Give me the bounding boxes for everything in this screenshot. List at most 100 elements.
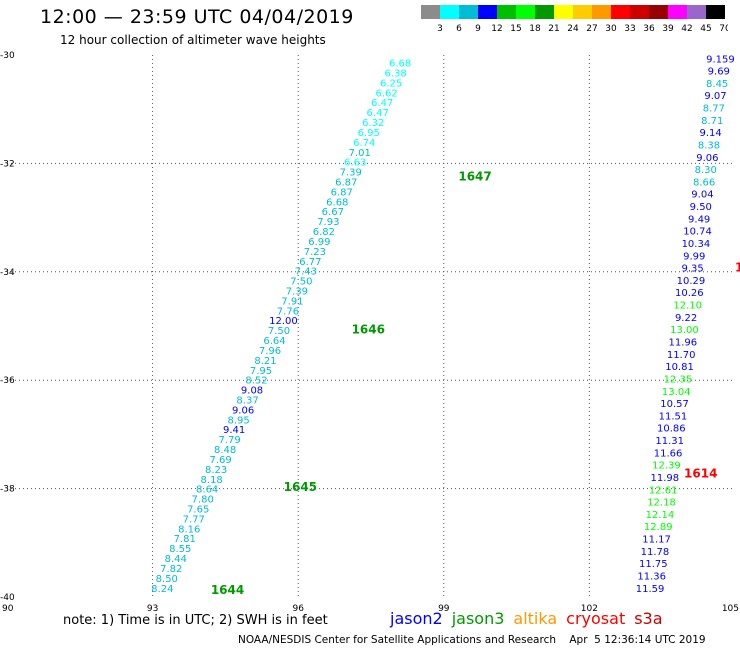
wave-height-value: 10.74 <box>683 227 712 238</box>
wave-height-value: 7.95 <box>250 366 272 377</box>
legend-swatch <box>611 5 630 19</box>
wave-height-value: 9.49 <box>688 214 710 225</box>
wave-height-value: 6.62 <box>376 88 398 99</box>
legend-label: 12 <box>491 24 502 34</box>
legend-swatch <box>516 5 535 19</box>
wave-height-value: 7.39 <box>340 168 362 179</box>
wave-height-value: 13.04 <box>662 387 691 398</box>
wave-height-value: 12.00 <box>269 316 298 327</box>
x-tick-label: 99 <box>438 604 450 614</box>
wave-height-value: 8.95 <box>227 415 249 426</box>
wave-height-value: 6.47 <box>367 108 389 119</box>
wave-height-value: 8.24 <box>151 584 173 595</box>
wave-height-value: 6.64 <box>263 336 285 347</box>
footer-credit: NOAA/NESDIS Center for Satellite Applica… <box>238 634 706 646</box>
y-tick-label: -36 <box>0 376 15 386</box>
legend-label: 3 <box>437 24 443 34</box>
wave-height-value: 9.99 <box>683 251 705 262</box>
legend-label: 39 <box>662 24 674 34</box>
wave-height-value: 6.67 <box>322 207 344 218</box>
wave-height-value: 8.45 <box>706 79 728 90</box>
wave-height-value: 7.39 <box>286 287 308 298</box>
wave-height-value: 9.50 <box>690 202 712 213</box>
wave-height-value: 7.93 <box>317 217 339 228</box>
legend-label: 42 <box>681 24 692 34</box>
wave-height-value: 6.68 <box>326 197 348 208</box>
wave-height-value: 6.99 <box>308 237 330 248</box>
wave-height-value: 6.63 <box>344 158 366 169</box>
wave-height-value: 9.06 <box>696 153 718 164</box>
legend-swatch <box>649 5 668 19</box>
y-tick-label: -38 <box>0 485 15 495</box>
wave-height-value: 6.47 <box>371 98 393 109</box>
wave-height-value: 11.98 <box>650 473 679 484</box>
wave-height-value: 10.86 <box>657 424 686 435</box>
wave-height-value: 12.35 <box>664 374 693 385</box>
wave-height-value: 8.52 <box>245 376 267 387</box>
satellite-jason2: jason2 <box>390 609 443 628</box>
pass-time-label: 1647 <box>458 169 491 183</box>
wave-height-value: 11.51 <box>659 411 688 422</box>
wave-height-value: 7.81 <box>174 534 196 545</box>
wave-height-value: 8.48 <box>214 445 236 456</box>
legend-swatch <box>497 5 516 19</box>
legend-swatch <box>573 5 592 19</box>
wave-height-value: 9.69 <box>708 67 730 78</box>
wave-height-value: 12.18 <box>647 498 676 509</box>
wave-height-value: 8.50 <box>156 574 178 585</box>
legend-label: 9 <box>475 24 481 34</box>
wave-height-value: 6.77 <box>299 257 321 268</box>
x-tick-label: 96 <box>292 604 304 614</box>
legend-label: 45 <box>700 24 711 34</box>
chart-title: 12:00 — 23:59 UTC 04/04/2019 <box>40 6 354 28</box>
wave-height-value: 7.91 <box>281 296 303 307</box>
wave-height-value: 8.18 <box>201 475 223 486</box>
legend-label: 18 <box>529 24 541 34</box>
wave-height-value: 6.82 <box>313 227 335 238</box>
satellite-cryosat: cryosat <box>566 609 626 628</box>
wave-height-value: 6.87 <box>331 187 353 198</box>
wave-height-value: 11.31 <box>655 436 684 447</box>
legend-swatch <box>592 5 611 19</box>
pass-time-label: 1614 <box>684 466 717 480</box>
legend-label: 24 <box>567 24 579 34</box>
wave-height-value: 7.65 <box>187 505 209 516</box>
legend-swatch <box>535 5 554 19</box>
satellite-legend: jason2 jason3 altika cryosat s3a <box>390 609 672 628</box>
wave-height-value: 13.00 <box>670 325 699 336</box>
wave-height-value: 11.36 <box>637 571 666 582</box>
wave-height-value: 7.80 <box>192 495 214 506</box>
legend-swatch <box>630 5 649 19</box>
x-tick-label: 90 <box>2 604 14 614</box>
wave-height-value: 8.30 <box>695 165 717 176</box>
wave-height-value: 10.34 <box>682 239 711 250</box>
wave-height-value: 8.66 <box>693 177 715 188</box>
wave-height-value: 7.76 <box>277 306 299 317</box>
wave-height-value: 8.71 <box>701 116 723 127</box>
wave-height-value: 9.07 <box>704 91 726 102</box>
wave-height-value: 6.38 <box>385 68 407 79</box>
wave-height-value: 12.61 <box>649 485 678 496</box>
pass-time-label: 16 <box>735 260 740 274</box>
satellite-altika: altika <box>513 609 558 628</box>
wave-height-value: 12.14 <box>646 510 675 521</box>
wave-height-value: 7.96 <box>259 346 281 357</box>
legend-swatch <box>554 5 573 19</box>
legend-swatch <box>687 5 706 19</box>
wave-height-value: 9.04 <box>691 190 713 201</box>
wave-height-value: 8.21 <box>254 356 276 367</box>
legend-label: 6 <box>456 24 462 34</box>
wave-height-value: 8.44 <box>165 554 187 565</box>
legend-swatch <box>459 5 478 19</box>
wave-height-value: 12.10 <box>673 301 702 312</box>
wave-height-value: 7.50 <box>290 277 312 288</box>
legend-label: 27 <box>586 24 597 34</box>
wave-height-value: 8.64 <box>196 485 218 496</box>
wave-height-value: 12.39 <box>652 461 681 472</box>
wave-height-value: 9.41 <box>223 425 245 436</box>
wave-height-value: 10.29 <box>677 276 706 287</box>
legend-swatch <box>421 5 440 19</box>
legend-swatch <box>440 5 459 19</box>
